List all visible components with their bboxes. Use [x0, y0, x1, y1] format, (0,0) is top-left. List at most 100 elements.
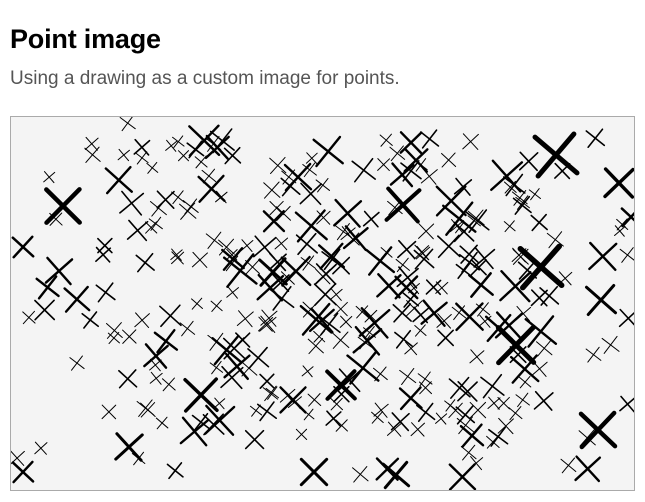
point-x-mark	[177, 150, 190, 162]
point-x-mark	[601, 335, 620, 354]
point-x-mark	[453, 177, 473, 196]
point-x-mark	[226, 286, 239, 299]
point-x-mark	[149, 358, 162, 372]
point-x-mark	[295, 232, 318, 256]
point-x-mark	[166, 462, 184, 480]
point-x-mark	[585, 346, 602, 363]
point-x-mark	[399, 367, 417, 386]
point-x-mark	[11, 235, 35, 259]
point-x-mark	[389, 162, 415, 188]
point-x-mark	[236, 310, 254, 328]
point-x-mark	[384, 186, 422, 224]
point-x-mark	[126, 219, 149, 242]
point-x-mark	[462, 133, 479, 150]
point-x-mark	[155, 416, 169, 430]
point-x-mark	[560, 457, 577, 474]
point-x-mark	[535, 340, 553, 357]
point-x-mark	[473, 247, 496, 270]
point-x-mark	[392, 303, 412, 323]
point-x-mark	[616, 218, 629, 231]
point-x-mark	[389, 145, 406, 162]
point-x-mark	[301, 365, 314, 378]
point-x-mark	[614, 225, 626, 237]
point-x-mark	[437, 234, 461, 259]
point-x-mark	[418, 381, 433, 395]
point-x-mark	[183, 377, 219, 413]
point-x-mark	[515, 305, 532, 322]
point-x-mark	[487, 396, 501, 410]
point-x-mark	[444, 399, 457, 412]
point-x-mark	[143, 343, 169, 369]
point-x-mark	[470, 259, 487, 276]
point-x-mark	[342, 225, 369, 252]
point-x-mark	[114, 432, 144, 462]
point-x-mark	[258, 316, 274, 332]
point-x-mark	[499, 270, 532, 303]
point-x-mark	[380, 246, 393, 259]
point-x-mark	[456, 416, 475, 435]
point-x-mark	[475, 302, 491, 317]
point-x-mark	[390, 412, 410, 432]
point-x-mark	[215, 190, 228, 204]
point-x-mark	[44, 187, 82, 225]
point-x-mark	[179, 320, 196, 337]
point-x-mark	[259, 315, 277, 333]
point-x-mark	[191, 251, 208, 268]
point-x-mark	[247, 346, 270, 369]
point-x-mark	[221, 247, 245, 271]
point-x-mark	[35, 275, 60, 300]
point-x-mark	[256, 401, 278, 422]
point-x-mark	[355, 305, 369, 319]
point-x-mark	[448, 376, 471, 399]
point-x-mark	[262, 385, 279, 402]
point-x-mark	[468, 272, 494, 298]
point-x-mark	[329, 288, 343, 301]
point-x-mark	[352, 325, 383, 356]
point-x-mark	[34, 441, 48, 455]
point-x-mark	[533, 390, 554, 411]
point-x-mark	[325, 369, 357, 401]
point-x-mark	[488, 426, 509, 447]
point-x-mark	[146, 161, 159, 174]
point-x-mark	[436, 313, 452, 329]
point-x-mark	[455, 405, 476, 425]
map-canvas[interactable]	[10, 116, 635, 491]
point-x-mark	[101, 404, 117, 420]
point-x-mark	[619, 247, 634, 263]
point-x-mark	[269, 200, 284, 216]
point-x-mark	[153, 328, 179, 354]
page-subtitle: Using a drawing as a custom image for po…	[10, 68, 400, 89]
point-x-mark	[258, 257, 288, 287]
point-x-mark	[107, 331, 120, 345]
point-x-mark	[171, 251, 185, 265]
point-x-mark	[118, 369, 138, 389]
point-x-mark	[223, 146, 242, 165]
point-x-mark	[268, 252, 287, 272]
point-x-mark	[395, 257, 410, 273]
point-x-mark	[337, 368, 362, 393]
point-x-mark	[524, 315, 558, 348]
point-x-mark	[437, 329, 455, 347]
point-x-mark	[435, 281, 449, 295]
point-x-mark	[275, 205, 292, 222]
point-x-mark	[172, 135, 185, 148]
point-x-mark	[171, 190, 185, 205]
point-x-mark	[210, 299, 223, 312]
point-x-mark	[205, 231, 224, 249]
point-x-mark	[528, 188, 541, 201]
point-x-mark	[204, 134, 230, 160]
point-x-mark	[413, 248, 435, 270]
point-x-mark	[373, 366, 388, 382]
point-x-mark	[358, 307, 391, 339]
point-x-mark	[459, 423, 485, 448]
point-x-mark	[381, 460, 411, 490]
point-x-mark	[365, 246, 396, 276]
point-x-mark	[376, 273, 402, 299]
point-x-mark	[84, 146, 101, 163]
point-x-mark	[269, 156, 287, 175]
point-x-mark	[287, 395, 302, 410]
point-x-mark	[503, 180, 517, 194]
point-x-mark	[418, 223, 435, 240]
point-x-mark	[539, 285, 560, 306]
point-x-mark	[364, 309, 378, 323]
